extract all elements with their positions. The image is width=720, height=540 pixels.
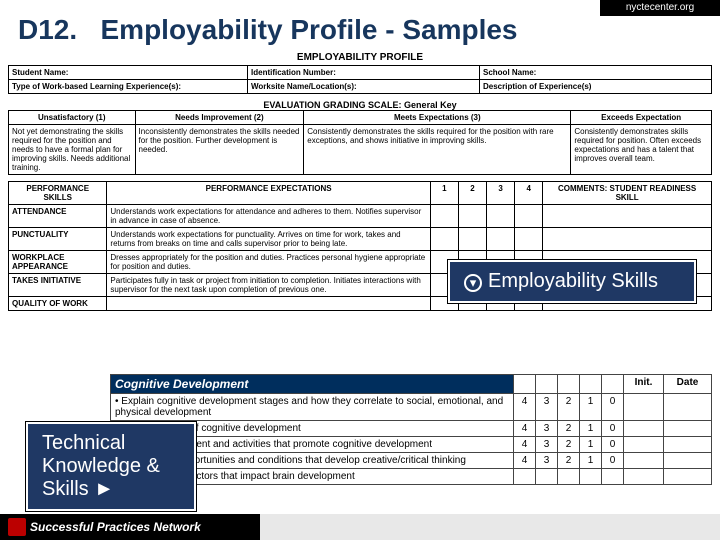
label-id-number: Identification Number: [248,66,480,80]
col-init: Init. [624,375,664,394]
footer-text: Successful Practices Network [30,520,201,534]
table-row: Recognize the factors that impact brain … [111,469,712,485]
brand-bar: nyctecenter.org [600,0,720,16]
label-student-name: Student Name: [9,66,248,80]
perf-h-skills: PERFORMANCE SKILLS [9,182,107,205]
scale-d3: Consistently demonstrates the skills req… [304,125,571,175]
row-appear-label: WORKPLACE APPEARANCE [9,251,107,274]
table-row: ATTENDANCE Understands work expectations… [9,205,712,228]
row-appear-desc: Dresses appropriately for the position a… [107,251,430,274]
cognitive-header: Cognitive Development [111,375,514,394]
scale-d1: Not yet demonstrating the skills require… [9,125,136,175]
callout-technical: Technical Knowledge & Skills ► [26,422,196,511]
footer-bar: Successful Practices Network [0,514,260,540]
cognitive-development-block: Cognitive Development Init. Date Explain… [110,374,712,485]
row-quality-label: QUALITY OF WORK [9,297,107,311]
table-row: List learning opportunities and conditio… [111,453,712,469]
row-attendance-label: ATTENDANCE [9,205,107,228]
slide-title: D12. Employability Profile - Samples [18,14,518,46]
cog-r1: Explain cognitive development stages and… [111,394,514,421]
scale-title: EVALUATION GRADING SCALE: General Key [8,100,712,110]
table-row: Explain cognitive development stages and… [111,394,712,421]
title-text: Employability Profile - Samples [101,14,518,45]
scale-h2: Needs Improvement (2) [135,111,304,125]
col-date: Date [664,375,712,394]
perf-h-2: 2 [458,182,486,205]
cognitive-table: Cognitive Development Init. Date Explain… [110,374,712,485]
perf-h-4: 4 [515,182,543,205]
perf-h-3: 3 [487,182,515,205]
perf-h-1: 1 [430,182,458,205]
row-punct-desc: Understands work expectations for punctu… [107,228,430,251]
perf-h-comments: COMMENTS: STUDENT READINESS SKILL [543,182,712,205]
footer-logo-icon [8,518,26,536]
row-init-desc: Participates fully in task or project fr… [107,274,430,297]
table-row: Describe equipment and activities that p… [111,437,712,453]
down-arrow-icon: ▾ [464,274,482,292]
scale-d2: Inconsistently demonstrates the skills n… [135,125,304,175]
profile-header: EMPLOYABILITY PROFILE [8,52,712,63]
row-init-label: TAKES INITIATIVE [9,274,107,297]
footer-grey [260,514,720,540]
table-row: PUNCTUALITY Understands work expectation… [9,228,712,251]
table-row: Give examples of cognitive development 4… [111,421,712,437]
scale-d4: Consistently demonstrates skills require… [571,125,712,175]
label-school-name: School Name: [480,66,712,80]
scale-h3: Meets Expectations (3) [304,111,571,125]
row-punct-label: PUNCTUALITY [9,228,107,251]
label-desc-exp: Description of Experience(s) [480,80,712,94]
scale-h4: Exceeds Expectation [571,111,712,125]
label-worksite: Worksite Name/Location(s): [248,80,480,94]
callout-employability: ▾ Employability Skills [448,260,696,303]
callout-tech-text: Technical Knowledge & Skills ► [42,432,160,500]
perf-h-expect: PERFORMANCE EXPECTATIONS [107,182,430,205]
grading-scale-table: Unsatisfactory (1) Needs Improvement (2)… [8,110,712,175]
row-attendance-desc: Understands work expectations for attend… [107,205,430,228]
title-number: D12. [18,14,77,45]
callout-emp-text: Employability Skills [488,270,658,292]
identity-table: Student Name: Identification Number: Sch… [8,65,712,94]
label-wbl-type: Type of Work-based Learning Experience(s… [9,80,248,94]
scale-h1: Unsatisfactory (1) [9,111,136,125]
